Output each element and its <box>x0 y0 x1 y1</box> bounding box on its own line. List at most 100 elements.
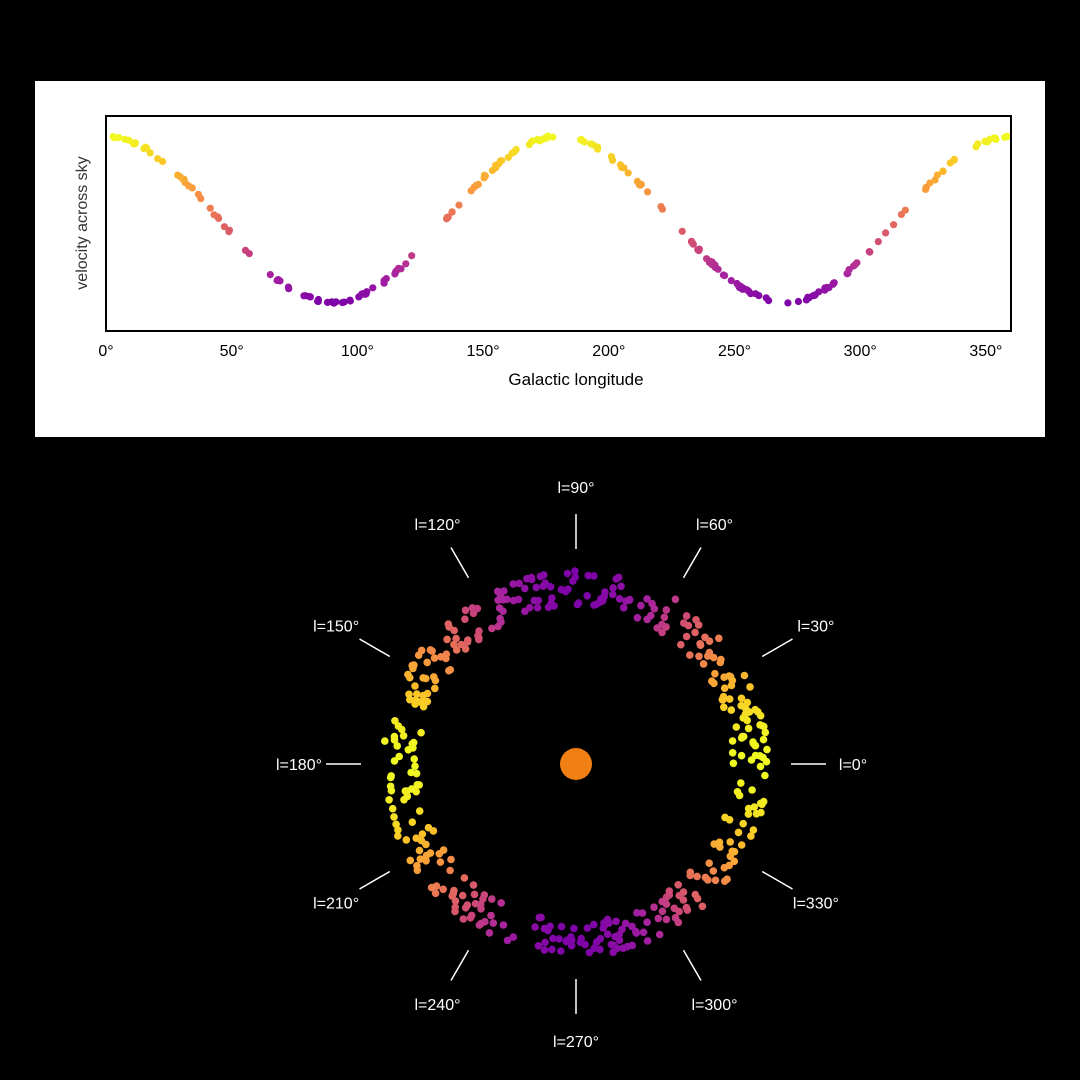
ring-point <box>612 917 620 926</box>
ring-point <box>446 866 454 875</box>
ring-point <box>739 819 747 828</box>
ring-point <box>748 786 756 794</box>
ring-point <box>662 893 671 901</box>
ring-point <box>488 895 496 903</box>
data-point <box>678 227 686 235</box>
ring-point <box>650 605 659 613</box>
center-marker <box>560 748 592 780</box>
ring-point <box>637 601 645 610</box>
ring-point <box>744 810 753 818</box>
ring-point <box>419 702 428 711</box>
data-point <box>784 299 792 307</box>
plot-frame <box>105 115 1012 332</box>
data-point <box>890 221 898 229</box>
ring-point <box>461 904 470 912</box>
ring-point <box>730 847 739 856</box>
data-point <box>931 176 939 184</box>
ring-point <box>413 690 421 698</box>
ring-point <box>564 585 572 593</box>
angle-label: l=180° <box>276 757 322 774</box>
ring-point <box>450 640 458 649</box>
ring-point <box>407 768 415 777</box>
ring-point <box>704 876 712 884</box>
ring-point <box>741 710 750 719</box>
ring-point <box>387 772 396 780</box>
data-point <box>882 229 890 237</box>
ring-point <box>749 826 758 834</box>
ring-point <box>423 658 432 667</box>
ring-point <box>574 599 583 607</box>
ring-point <box>403 792 412 800</box>
ring-point <box>427 883 436 892</box>
ring-point <box>458 891 467 900</box>
ring-point <box>557 922 566 931</box>
ring-point <box>751 751 760 760</box>
ring-point <box>461 615 469 623</box>
ring-point <box>415 807 424 815</box>
data-point <box>549 133 557 141</box>
ring-point <box>422 840 430 849</box>
x-tick-label: 50° <box>220 343 244 360</box>
ring-point <box>638 909 647 917</box>
ring-point <box>590 944 598 952</box>
data-point <box>694 246 702 254</box>
ring-point <box>693 872 701 881</box>
ring-point <box>443 635 451 644</box>
ring-point <box>411 696 420 704</box>
ring-point <box>590 601 598 609</box>
ring-point <box>696 641 705 649</box>
ring-point <box>705 859 713 867</box>
ring-point <box>426 849 435 857</box>
angle-label: l=150° <box>313 619 359 636</box>
ring-points <box>381 567 771 957</box>
ring-point <box>662 606 671 614</box>
ring-point <box>737 841 746 849</box>
data-point <box>125 136 133 144</box>
ring-point <box>497 618 505 626</box>
ring-point <box>671 914 680 922</box>
data-point <box>865 248 873 256</box>
data-point <box>492 161 500 169</box>
angle-labels: l=0° l=30° l=60° l=90° l=120° l=150° l=180° l=2… <box>276 480 867 1051</box>
ring-point <box>665 887 674 895</box>
data-point <box>498 157 506 165</box>
data-point <box>733 279 741 288</box>
x-tick-label: 300° <box>844 343 877 360</box>
ring-point <box>567 941 576 950</box>
data-point <box>687 238 696 246</box>
ring-point <box>426 646 435 654</box>
ring-point <box>390 757 399 765</box>
data-point <box>338 299 346 307</box>
ring-point <box>461 606 470 615</box>
ring-point <box>621 919 630 928</box>
ring-point <box>744 804 753 813</box>
data-point <box>488 166 496 175</box>
ring-point <box>408 661 417 670</box>
angle-label: l=240° <box>415 997 461 1014</box>
ring-point <box>577 934 585 943</box>
angle-label: l=270° <box>553 1034 599 1051</box>
data-point <box>974 140 982 148</box>
angle-tick <box>682 547 702 579</box>
ring-point <box>725 861 733 870</box>
data-point <box>185 182 193 190</box>
ring-point <box>548 594 556 602</box>
ring-point <box>413 861 421 870</box>
ring-point <box>534 942 543 950</box>
data-point <box>721 272 729 280</box>
ring-point <box>540 924 549 933</box>
ring-point <box>740 671 749 680</box>
ring-point <box>682 632 691 641</box>
ring-point <box>473 604 482 613</box>
ring-point <box>633 614 642 622</box>
data-point <box>241 246 250 254</box>
ring-point <box>628 922 636 931</box>
ring-point <box>548 945 556 954</box>
angle-tick <box>761 638 793 658</box>
ring-point <box>682 612 691 620</box>
ring-point <box>488 624 496 633</box>
ring-point <box>487 911 495 920</box>
data-point <box>511 148 519 156</box>
data-point <box>829 280 837 288</box>
ring-point <box>584 571 593 580</box>
